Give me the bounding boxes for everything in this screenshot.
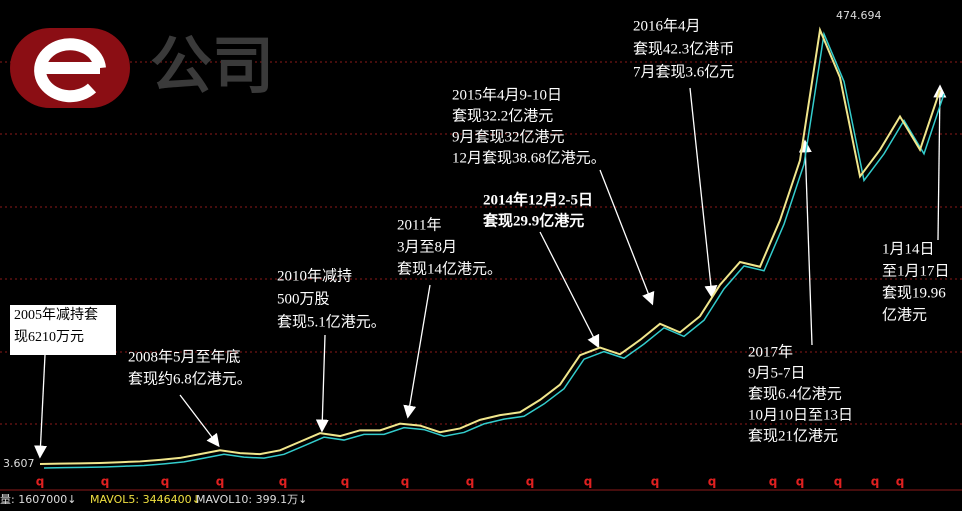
annotation: 亿港元	[882, 306, 927, 323]
event-marker: q	[401, 475, 410, 489]
annotation: 9月5-7日	[748, 365, 806, 381]
annotation: 套现6.4亿港元	[748, 385, 842, 402]
status-item: MAVOL10: 399.1万↓	[196, 493, 307, 506]
annotation: 9月套现32亿港元	[452, 128, 565, 145]
annotation: 套现14亿港元。	[397, 260, 502, 277]
annotation: 套现29.9亿港元	[482, 211, 584, 229]
event-marker: q	[796, 475, 805, 489]
event-marker: q	[279, 475, 288, 489]
annotation: 现6210万元	[14, 330, 84, 345]
price-line	[39, 26, 941, 466]
event-marker: q	[161, 475, 170, 489]
annotation: 2016年4月	[633, 17, 701, 34]
logo-text: 公司	[150, 29, 274, 102]
arrows	[34, 84, 947, 459]
event-marker: q	[101, 475, 110, 489]
status-item: 量: 1607000↓	[0, 493, 76, 506]
annotation: 500万股	[277, 290, 330, 307]
event-marker: q	[651, 475, 660, 489]
annotation: 2015年4月9-10日	[452, 86, 562, 103]
logo: 公司	[10, 28, 274, 108]
annotation: 7月套现3.6亿元	[633, 63, 734, 80]
annotation: 套现42.3亿港币	[633, 40, 734, 57]
event-marker: q	[896, 475, 905, 489]
event-marker: q	[466, 475, 475, 489]
annotation: 2008年5月至年底	[128, 348, 241, 365]
note-box	[10, 305, 116, 355]
low-label: 3.607	[3, 457, 35, 470]
annotation: 2014年12月2-5日	[483, 190, 593, 208]
ma-line	[43, 31, 945, 469]
annotation: 套现约6.8亿港元。	[128, 370, 252, 387]
annotation: 2010年减持	[277, 267, 352, 284]
event-marker: q	[36, 475, 45, 489]
annotation: 套现19.96	[882, 284, 946, 301]
event-marker: q	[708, 475, 717, 489]
annotation: 套现32.2亿港元	[452, 107, 553, 124]
annotation: 套现5.1亿港元。	[277, 313, 386, 330]
annotation: 2011年	[397, 216, 441, 233]
annotation: 2017年	[748, 343, 793, 360]
annotation: 10月10日至13日	[748, 407, 853, 423]
high-label: 474.694	[836, 9, 882, 22]
event-marker: q	[871, 475, 880, 489]
grid	[0, 61, 962, 425]
event-marker: q	[769, 475, 778, 489]
annotation: 3月至8月	[397, 239, 457, 255]
event-marker: q	[341, 475, 350, 489]
annotation: 2005年减持套	[14, 307, 98, 323]
annotation: 1月14日	[882, 241, 935, 257]
event-marker: q	[584, 475, 593, 489]
annotation: 12月套现38.68亿港元。	[452, 149, 606, 166]
annotation: 至1月17日	[882, 263, 950, 279]
event-marker: q	[834, 475, 843, 489]
annotation: 套现21亿港元	[748, 427, 838, 444]
status-item: MAVOL5: 3446400↓	[90, 493, 201, 506]
event-marker: q	[526, 475, 535, 489]
event-marker: q	[216, 475, 225, 489]
